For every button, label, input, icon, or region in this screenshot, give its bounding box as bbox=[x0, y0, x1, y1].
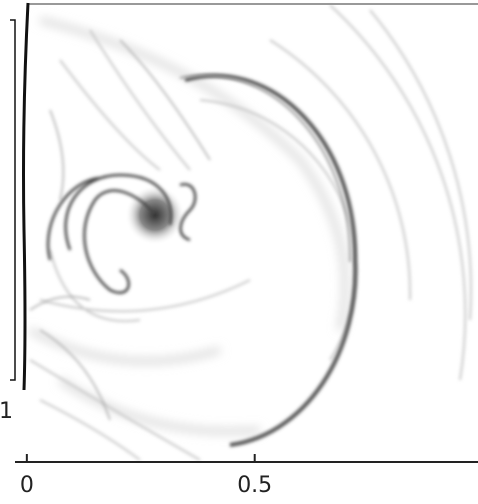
x-tick-label: 0.5 bbox=[237, 473, 272, 498]
field-image bbox=[15, 0, 478, 462]
chart: 1 0 0.5 bbox=[0, 0, 478, 504]
x-tick-label: 0 bbox=[20, 473, 34, 498]
side-text: 1 bbox=[0, 399, 13, 424]
left-frame bbox=[10, 20, 15, 380]
page: 1 00.5 (() => { const data = JSON.parse(… bbox=[0, 0, 478, 504]
